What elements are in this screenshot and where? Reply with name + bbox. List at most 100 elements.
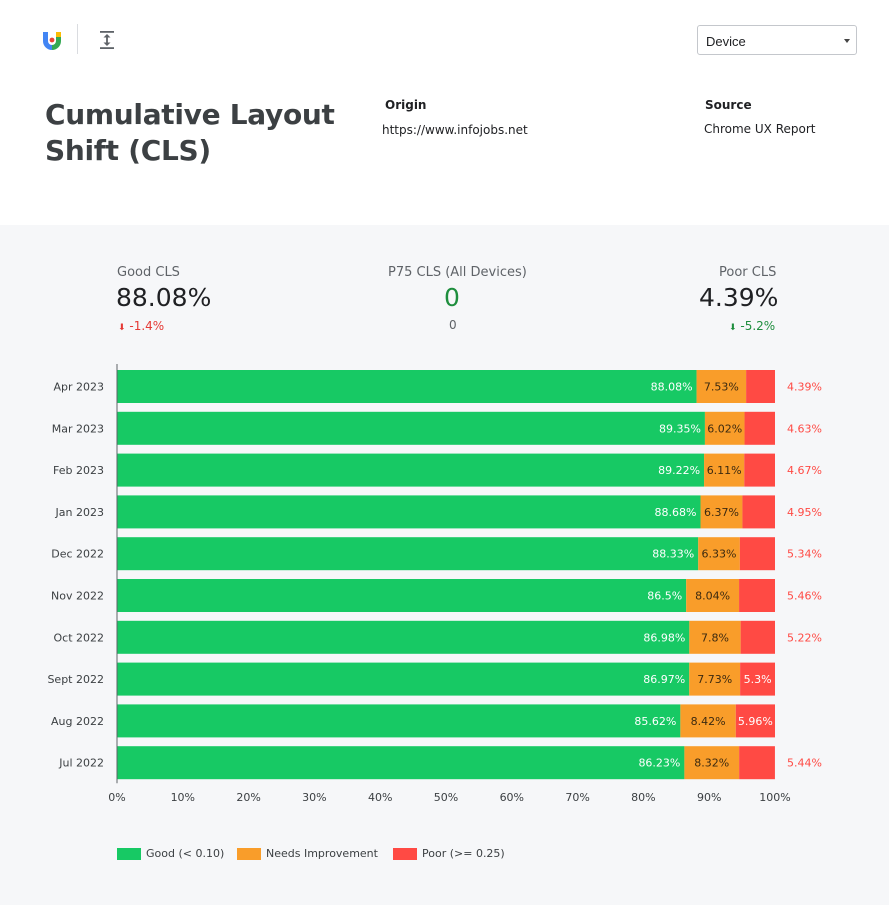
data-label-poor-aug-2022: 5.96%: [738, 715, 773, 728]
good-cls-label: Good CLS: [117, 265, 180, 280]
good-cls-delta: ⬇ -1.4%: [118, 319, 164, 333]
good-cls-value: 88.08%: [116, 283, 212, 312]
data-label-poor-dec-2022: 5.34%: [787, 548, 822, 561]
page-title: Cumulative Layout Shift (CLS): [45, 98, 335, 167]
bar-needs-improvement-dec-2022: [698, 537, 740, 571]
data-label-poor-nov-2022: 5.46%: [787, 590, 822, 603]
bar-good-dec-2022: [117, 537, 699, 571]
header-section: Device Cumulative Layout Shift (CLS) Ori…: [0, 0, 889, 225]
legend-label-poor: Poor (>= 0.25): [422, 847, 505, 860]
bar-poor-oct-2022: [740, 620, 775, 654]
data-label-poor-sept-2022: 5.3%: [744, 673, 772, 686]
legend-swatch-good: [117, 848, 141, 860]
arrow-down-icon: ⬇: [729, 323, 737, 333]
x-tick-label-5: 50%: [434, 791, 458, 804]
y-tick-label-jan-2023: Jan 2023: [55, 506, 104, 519]
x-tick-label-7: 70%: [565, 791, 589, 804]
bar-good-mar-2023: [117, 411, 705, 445]
bar-needs-improvement-feb-2023: [704, 453, 745, 487]
y-tick-label-sept-2022: Sept 2022: [47, 673, 104, 686]
good-cls-delta-text: -1.4%: [129, 319, 165, 333]
data-label-needs-improvement-sept-2022: 7.73%: [697, 673, 732, 686]
bar-poor-jan-2023: [742, 495, 775, 529]
bar-good-nov-2022: [117, 579, 687, 612]
bar-poor-dec-2022: [739, 537, 775, 571]
data-label-needs-improvement-dec-2022: 6.33%: [702, 548, 737, 561]
data-label-good-nov-2022: 86.5%: [647, 590, 682, 603]
cls-distribution-chart: Apr 2023 88.08% 7.53% 4.39% Mar 2023 89.35% 6.…: [47, 364, 822, 804]
data-label-poor-jul-2022: 5.44%: [787, 757, 822, 770]
bar-needs-improvement-aug-2022: [680, 704, 736, 738]
data-label-good-mar-2023: 89.35%: [659, 422, 701, 435]
bar-needs-improvement-apr-2023: [696, 370, 747, 403]
bar-good-apr-2023: [117, 370, 697, 403]
x-tick-label-8: 80%: [631, 791, 655, 804]
source-label: Source: [705, 98, 752, 112]
data-label-needs-improvement-nov-2022: 8.04%: [695, 590, 730, 603]
bar-needs-improvement-oct-2022: [689, 620, 741, 654]
poor-cls-delta: ⬇ -5.2%: [729, 319, 775, 333]
bar-poor-jul-2022: [739, 746, 775, 780]
y-tick-label-mar-2023: Mar 2023: [52, 422, 104, 435]
legend-label-good: Good (< 0.10): [146, 847, 225, 860]
device-select-value: Device: [706, 34, 746, 49]
y-tick-label-apr-2023: Apr 2023: [53, 381, 104, 394]
poor-cls-value: 4.39%: [699, 283, 779, 312]
x-tick-label-0: 0%: [108, 791, 125, 804]
p75-cls-value: 0: [444, 283, 460, 312]
x-tick-label-9: 90%: [697, 791, 721, 804]
data-label-poor-mar-2023: 4.63%: [787, 422, 822, 435]
data-label-poor-apr-2023: 4.39%: [787, 381, 822, 394]
y-tick-label-dec-2022: Dec 2022: [51, 548, 104, 561]
data-label-poor-feb-2023: 4.67%: [787, 464, 822, 477]
origin-value: https://www.infojobs.net: [382, 123, 528, 137]
data-label-needs-improvement-apr-2023: 7.53%: [704, 381, 739, 394]
data-label-good-sept-2022: 86.97%: [643, 673, 685, 686]
x-tick-label-3: 30%: [302, 791, 326, 804]
data-label-needs-improvement-mar-2023: 6.02%: [707, 422, 742, 435]
data-label-needs-improvement-jan-2023: 6.37%: [704, 506, 739, 519]
p75-cls-sub: 0: [449, 318, 457, 332]
bar-good-jan-2023: [117, 495, 701, 529]
data-label-poor-oct-2022: 5.22%: [787, 631, 822, 644]
legend-swatch-needs: [237, 848, 261, 860]
data-label-needs-improvement-oct-2022: 7.8%: [701, 631, 729, 644]
x-tick-label-6: 60%: [500, 791, 524, 804]
y-tick-label-oct-2022: Oct 2022: [53, 631, 104, 644]
device-select[interactable]: Device: [697, 25, 857, 55]
origin-label: Origin: [385, 98, 427, 112]
data-label-good-jul-2022: 86.23%: [638, 757, 680, 770]
source-value: Chrome UX Report: [704, 122, 816, 136]
bar-good-oct-2022: [117, 620, 690, 654]
bar-needs-improvement-mar-2023: [704, 411, 745, 445]
bar-needs-improvement-sept-2022: [689, 662, 741, 696]
bar-poor-apr-2023: [746, 370, 775, 403]
bar-good-sept-2022: [117, 662, 690, 696]
p75-cls-label: P75 CLS (All Devices): [388, 265, 527, 280]
bar-good-feb-2023: [117, 453, 705, 487]
data-label-good-jan-2023: 88.68%: [655, 506, 697, 519]
data-label-good-dec-2022: 88.33%: [652, 548, 694, 561]
y-tick-label-jul-2022: Jul 2022: [58, 757, 104, 770]
data-label-good-feb-2023: 89.22%: [658, 464, 700, 477]
poor-cls-delta-text: -5.2%: [740, 319, 776, 333]
data-label-good-aug-2022: 85.62%: [634, 715, 676, 728]
chevron-down-icon: [844, 39, 850, 43]
data-label-needs-improvement-jul-2022: 8.32%: [694, 757, 729, 770]
y-tick-label-nov-2022: Nov 2022: [51, 590, 104, 603]
bar-needs-improvement-nov-2022: [686, 579, 740, 612]
x-tick-label-10: 100%: [759, 791, 790, 804]
data-label-good-oct-2022: 86.98%: [643, 631, 685, 644]
legend-label-needs: Needs Improvement: [266, 847, 378, 860]
arrow-down-icon: ⬇: [118, 323, 126, 333]
bar-poor-sept-2022: [740, 662, 775, 696]
bar-good-jul-2022: [117, 746, 685, 780]
x-tick-label-4: 40%: [368, 791, 392, 804]
legend-swatch-poor: [393, 848, 417, 860]
x-tick-label-1: 10%: [171, 791, 195, 804]
header-divider: [77, 24, 78, 54]
y-tick-label-feb-2023: Feb 2023: [53, 464, 104, 477]
app-logo-icon: [43, 32, 61, 50]
poor-cls-label: Poor CLS: [719, 265, 777, 280]
expand-vertical-icon[interactable]: [96, 28, 118, 52]
